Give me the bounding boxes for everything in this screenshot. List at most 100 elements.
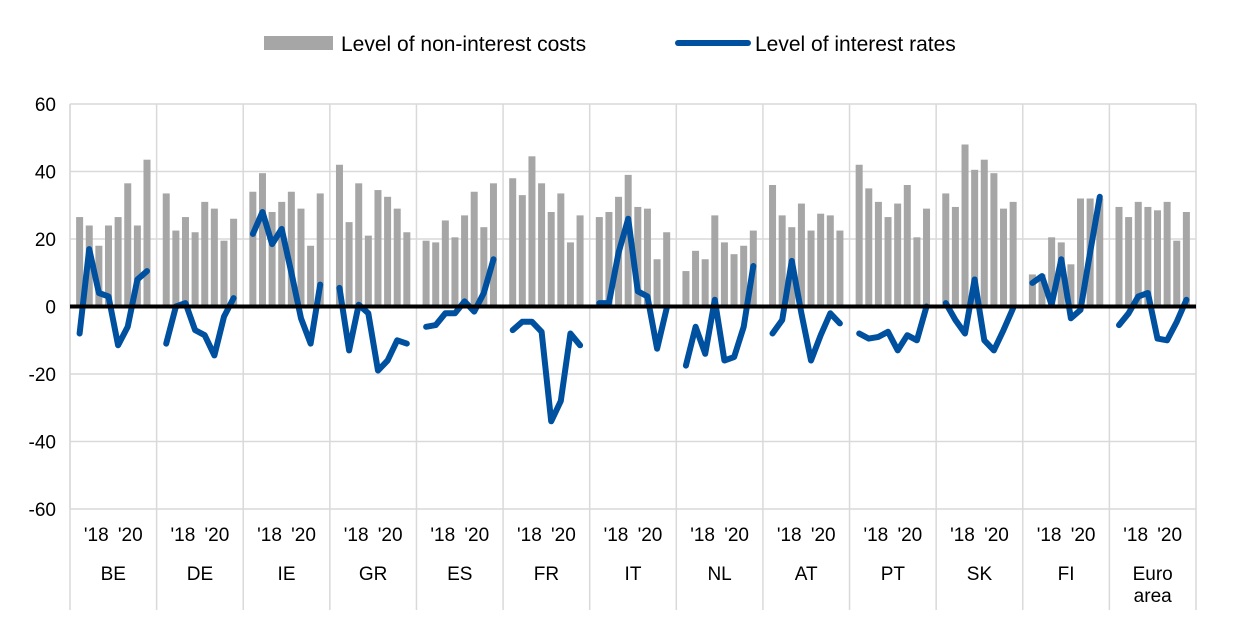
bar-at-4 xyxy=(807,230,815,307)
year-label-sk-20: '20 xyxy=(984,525,1009,546)
bar-sk-7 xyxy=(1009,201,1017,307)
bar-fr-6 xyxy=(566,242,574,307)
bar-de-3 xyxy=(191,232,199,307)
bar-fi-2 xyxy=(1048,237,1056,307)
bar-fi-1 xyxy=(1038,274,1046,307)
legend-label-interest-rates: Level of interest rates xyxy=(755,33,956,56)
bar-fi-5 xyxy=(1077,198,1085,307)
bar-es-7 xyxy=(489,183,497,307)
bar-euro-area-3 xyxy=(1144,206,1152,307)
bar-de-6 xyxy=(220,240,228,307)
year-label-euro-area-20: '20 xyxy=(1157,525,1182,546)
year-label-euro-area-18: '18 xyxy=(1123,525,1148,546)
bar-fr-5 xyxy=(557,193,565,307)
bar-ie-0 xyxy=(249,191,257,307)
line-fi xyxy=(1029,193,1103,322)
line-euro-area xyxy=(1116,290,1190,344)
year-label-pt-18: '18 xyxy=(863,525,888,546)
bar-pt-2 xyxy=(874,201,882,307)
y-tick-label-1: 40 xyxy=(35,163,56,184)
year-label-be-20: '20 xyxy=(118,525,143,546)
country-label-fi: FI xyxy=(1058,564,1075,585)
bar-pt-5 xyxy=(903,185,911,307)
line-be xyxy=(76,246,150,349)
year-label-at-20: '20 xyxy=(811,525,836,546)
bar-it-7 xyxy=(663,232,671,307)
country-label-it: IT xyxy=(625,564,642,585)
bar-ie-3 xyxy=(278,201,286,307)
year-label-fi-20: '20 xyxy=(1071,525,1096,546)
bar-euro-area-6 xyxy=(1173,240,1181,307)
bar-sk-2 xyxy=(961,144,969,307)
bar-sk-3 xyxy=(971,169,979,307)
country-label-at: AT xyxy=(795,564,818,585)
country-label-de: DE xyxy=(187,564,213,585)
bar-gr-4 xyxy=(374,190,382,307)
bar-de-1 xyxy=(172,230,180,307)
bar-euro-area-2 xyxy=(1134,201,1142,307)
bar-be-7 xyxy=(143,159,151,307)
bar-fr-0 xyxy=(509,178,517,307)
grid xyxy=(69,103,1197,610)
year-label-es-20: '20 xyxy=(464,525,489,546)
country-label-fr: FR xyxy=(534,564,559,585)
bar-fi-7 xyxy=(1096,198,1104,307)
bar-ie-4 xyxy=(287,191,295,307)
year-label-pt-20: '20 xyxy=(897,525,922,546)
bar-be-0 xyxy=(76,217,84,307)
bar-it-4 xyxy=(634,206,642,307)
bar-es-4 xyxy=(461,215,469,307)
bar-es-3 xyxy=(451,237,459,307)
bar-fr-2 xyxy=(528,156,536,307)
country-label-euro-area: Euro xyxy=(1133,564,1173,585)
bar-sk-0 xyxy=(942,193,950,307)
bar-gr-2 xyxy=(355,183,363,307)
bar-de-2 xyxy=(181,217,189,307)
bar-it-1 xyxy=(605,212,613,307)
country-label-nl: NL xyxy=(707,564,731,585)
y-tick-label-0: 60 xyxy=(35,95,56,116)
year-label-it-20: '20 xyxy=(638,525,663,546)
bar-at-1 xyxy=(778,215,786,307)
bar-es-2 xyxy=(441,220,449,307)
bar-es-5 xyxy=(470,191,478,307)
bar-pt-1 xyxy=(865,188,873,307)
bar-de-4 xyxy=(201,201,209,307)
bar-it-6 xyxy=(653,259,661,307)
year-label-gr-18: '18 xyxy=(344,525,369,546)
bar-euro-area-0 xyxy=(1115,206,1123,307)
country-label-es: ES xyxy=(447,564,472,585)
country-label-gr: GR xyxy=(359,564,388,585)
bar-ie-7 xyxy=(316,193,324,307)
y-tick-label-4: -20 xyxy=(29,365,56,386)
country-label-ie: IE xyxy=(278,564,296,585)
year-label-fr-18: '18 xyxy=(517,525,542,546)
bar-fi-4 xyxy=(1067,264,1075,307)
bar-at-6 xyxy=(826,215,834,307)
bar-be-6 xyxy=(133,225,141,307)
y-tick-label-3: 0 xyxy=(45,298,56,319)
bar-at-7 xyxy=(836,230,844,307)
year-label-de-18: '18 xyxy=(171,525,196,546)
bar-nl-6 xyxy=(740,245,748,307)
bar-fr-1 xyxy=(518,195,526,307)
bar-fi-0 xyxy=(1028,274,1036,307)
year-label-ie-18: '18 xyxy=(257,525,282,546)
country-label-euro-area-1: area xyxy=(1134,586,1172,607)
year-label-be-18: '18 xyxy=(84,525,109,546)
bar-de-0 xyxy=(162,193,170,307)
country-label-sk: SK xyxy=(967,564,993,585)
year-label-it-18: '18 xyxy=(604,525,629,546)
bar-at-0 xyxy=(769,185,777,307)
year-label-fi-18: '18 xyxy=(1037,525,1062,546)
bar-gr-1 xyxy=(345,222,353,307)
year-label-nl-18: '18 xyxy=(690,525,715,546)
legend: Level of non-interest costs Level of int… xyxy=(264,33,956,56)
year-label-sk-18: '18 xyxy=(950,525,975,546)
bar-gr-7 xyxy=(403,232,411,307)
year-label-fr-20: '20 xyxy=(551,525,576,546)
line-ie xyxy=(249,209,324,347)
bar-at-5 xyxy=(817,213,825,307)
